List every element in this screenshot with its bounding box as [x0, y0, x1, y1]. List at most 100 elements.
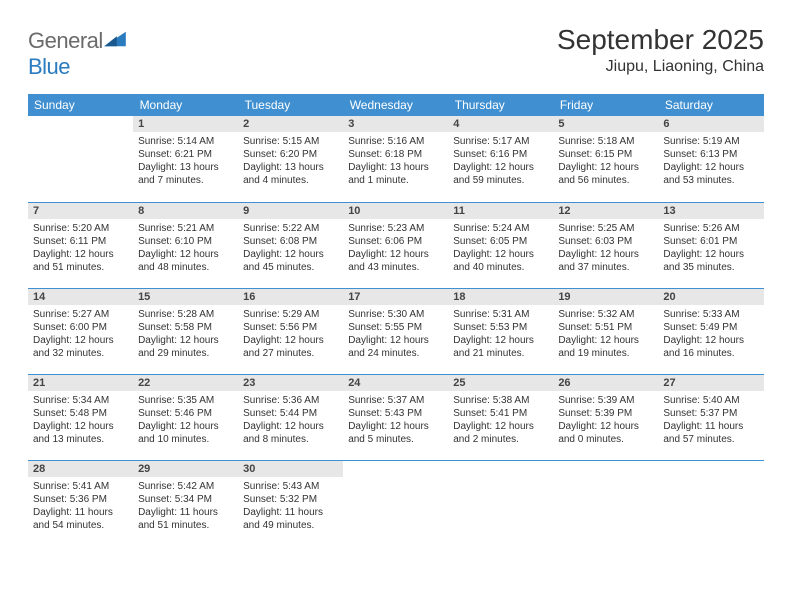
- location-text: Jiupu, Liaoning, China: [557, 58, 764, 76]
- sunset-line: Sunset: 5:53 PM: [453, 321, 548, 334]
- daylight-line: Daylight: 11 hours and 57 minutes.: [663, 420, 758, 446]
- day-number: 13: [658, 203, 763, 219]
- day-body: Sunrise: 5:40 AMSunset: 5:37 PMDaylight:…: [658, 391, 763, 450]
- day-body: Sunrise: 5:18 AMSunset: 6:15 PMDaylight:…: [553, 132, 658, 191]
- sunset-line: Sunset: 6:05 PM: [453, 235, 548, 248]
- daylight-line: Daylight: 12 hours and 10 minutes.: [138, 420, 233, 446]
- sunrise-line: Sunrise: 5:18 AM: [558, 135, 653, 148]
- calendar-header-row: SundayMondayTuesdayWednesdayThursdayFrid…: [28, 94, 764, 116]
- daylight-line: Daylight: 12 hours and 5 minutes.: [348, 420, 443, 446]
- daylight-line: Daylight: 12 hours and 40 minutes.: [453, 248, 548, 274]
- day-body: Sunrise: 5:42 AMSunset: 5:34 PMDaylight:…: [133, 477, 238, 536]
- calendar-week-row: 14Sunrise: 5:27 AMSunset: 6:00 PMDayligh…: [28, 288, 764, 374]
- sunrise-line: Sunrise: 5:17 AM: [453, 135, 548, 148]
- sunset-line: Sunset: 5:49 PM: [663, 321, 758, 334]
- sunset-line: Sunset: 5:46 PM: [138, 407, 233, 420]
- sunrise-line: Sunrise: 5:23 AM: [348, 222, 443, 235]
- day-number: 30: [238, 461, 343, 477]
- day-number: 17: [343, 289, 448, 305]
- day-body: Sunrise: 5:37 AMSunset: 5:43 PMDaylight:…: [343, 391, 448, 450]
- day-body: Sunrise: 5:29 AMSunset: 5:56 PMDaylight:…: [238, 305, 343, 364]
- weekday-header: Saturday: [658, 94, 763, 116]
- sunset-line: Sunset: 5:39 PM: [558, 407, 653, 420]
- day-number: 26: [553, 375, 658, 391]
- day-body: Sunrise: 5:43 AMSunset: 5:32 PMDaylight:…: [238, 477, 343, 536]
- sunrise-line: Sunrise: 5:43 AM: [243, 480, 338, 493]
- sunset-line: Sunset: 6:11 PM: [33, 235, 128, 248]
- weekday-header: Tuesday: [238, 94, 343, 116]
- calendar-day-cell: 28Sunrise: 5:41 AMSunset: 5:36 PMDayligh…: [28, 460, 133, 546]
- day-number: 9: [238, 203, 343, 219]
- day-body: Sunrise: 5:14 AMSunset: 6:21 PMDaylight:…: [133, 132, 238, 191]
- daylight-line: Daylight: 11 hours and 49 minutes.: [243, 506, 338, 532]
- day-body: Sunrise: 5:15 AMSunset: 6:20 PMDaylight:…: [238, 132, 343, 191]
- daylight-line: Daylight: 12 hours and 37 minutes.: [558, 248, 653, 274]
- calendar-day-cell: [343, 460, 448, 546]
- daylight-line: Daylight: 13 hours and 4 minutes.: [243, 161, 338, 187]
- calendar-day-cell: [553, 460, 658, 546]
- sunrise-line: Sunrise: 5:19 AM: [663, 135, 758, 148]
- calendar-body: 1Sunrise: 5:14 AMSunset: 6:21 PMDaylight…: [28, 116, 764, 546]
- daylight-line: Daylight: 12 hours and 21 minutes.: [453, 334, 548, 360]
- day-number: 12: [553, 203, 658, 219]
- daylight-line: Daylight: 12 hours and 51 minutes.: [33, 248, 128, 274]
- daylight-line: Daylight: 12 hours and 45 minutes.: [243, 248, 338, 274]
- sunset-line: Sunset: 6:10 PM: [138, 235, 233, 248]
- calendar-day-cell: 10Sunrise: 5:23 AMSunset: 6:06 PMDayligh…: [343, 202, 448, 288]
- daylight-line: Daylight: 12 hours and 2 minutes.: [453, 420, 548, 446]
- sunrise-line: Sunrise: 5:36 AM: [243, 394, 338, 407]
- day-body: Sunrise: 5:33 AMSunset: 5:49 PMDaylight:…: [658, 305, 763, 364]
- sunset-line: Sunset: 5:37 PM: [663, 407, 758, 420]
- calendar-day-cell: 23Sunrise: 5:36 AMSunset: 5:44 PMDayligh…: [238, 374, 343, 460]
- day-body: Sunrise: 5:19 AMSunset: 6:13 PMDaylight:…: [658, 132, 763, 191]
- calendar-week-row: 7Sunrise: 5:20 AMSunset: 6:11 PMDaylight…: [28, 202, 764, 288]
- day-number: 25: [448, 375, 553, 391]
- day-body: Sunrise: 5:17 AMSunset: 6:16 PMDaylight:…: [448, 132, 553, 191]
- calendar-week-row: 1Sunrise: 5:14 AMSunset: 6:21 PMDaylight…: [28, 116, 764, 202]
- brand-logo: General Blue: [28, 24, 126, 80]
- daylight-line: Daylight: 11 hours and 51 minutes.: [138, 506, 233, 532]
- day-number: 15: [133, 289, 238, 305]
- day-number: 23: [238, 375, 343, 391]
- day-number: 8: [133, 203, 238, 219]
- daylight-line: Daylight: 12 hours and 56 minutes.: [558, 161, 653, 187]
- day-body: Sunrise: 5:31 AMSunset: 5:53 PMDaylight:…: [448, 305, 553, 364]
- day-number: 2: [238, 116, 343, 132]
- day-number: 5: [553, 116, 658, 132]
- sunrise-line: Sunrise: 5:28 AM: [138, 308, 233, 321]
- daylight-line: Daylight: 12 hours and 29 minutes.: [138, 334, 233, 360]
- calendar-day-cell: 6Sunrise: 5:19 AMSunset: 6:13 PMDaylight…: [658, 116, 763, 202]
- sunset-line: Sunset: 5:51 PM: [558, 321, 653, 334]
- day-body: Sunrise: 5:27 AMSunset: 6:00 PMDaylight:…: [28, 305, 133, 364]
- sunset-line: Sunset: 5:56 PM: [243, 321, 338, 334]
- brand-triangle-icon: [104, 30, 126, 48]
- day-body: Sunrise: 5:36 AMSunset: 5:44 PMDaylight:…: [238, 391, 343, 450]
- daylight-line: Daylight: 12 hours and 24 minutes.: [348, 334, 443, 360]
- sunset-line: Sunset: 6:13 PM: [663, 148, 758, 161]
- calendar-day-cell: 26Sunrise: 5:39 AMSunset: 5:39 PMDayligh…: [553, 374, 658, 460]
- sunrise-line: Sunrise: 5:41 AM: [33, 480, 128, 493]
- calendar-day-cell: [448, 460, 553, 546]
- day-body: Sunrise: 5:38 AMSunset: 5:41 PMDaylight:…: [448, 391, 553, 450]
- calendar-day-cell: 21Sunrise: 5:34 AMSunset: 5:48 PMDayligh…: [28, 374, 133, 460]
- calendar-day-cell: 25Sunrise: 5:38 AMSunset: 5:41 PMDayligh…: [448, 374, 553, 460]
- sunset-line: Sunset: 6:21 PM: [138, 148, 233, 161]
- daylight-line: Daylight: 12 hours and 43 minutes.: [348, 248, 443, 274]
- daylight-line: Daylight: 12 hours and 0 minutes.: [558, 420, 653, 446]
- sunset-line: Sunset: 6:15 PM: [558, 148, 653, 161]
- sunrise-line: Sunrise: 5:34 AM: [33, 394, 128, 407]
- calendar-day-cell: 19Sunrise: 5:32 AMSunset: 5:51 PMDayligh…: [553, 288, 658, 374]
- sunset-line: Sunset: 6:16 PM: [453, 148, 548, 161]
- daylight-line: Daylight: 13 hours and 7 minutes.: [138, 161, 233, 187]
- daylight-line: Daylight: 13 hours and 1 minute.: [348, 161, 443, 187]
- day-number: 6: [658, 116, 763, 132]
- sunset-line: Sunset: 6:08 PM: [243, 235, 338, 248]
- calendar-day-cell: 13Sunrise: 5:26 AMSunset: 6:01 PMDayligh…: [658, 202, 763, 288]
- calendar-day-cell: 29Sunrise: 5:42 AMSunset: 5:34 PMDayligh…: [133, 460, 238, 546]
- calendar-day-cell: [658, 460, 763, 546]
- day-body: Sunrise: 5:34 AMSunset: 5:48 PMDaylight:…: [28, 391, 133, 450]
- sunset-line: Sunset: 5:32 PM: [243, 493, 338, 506]
- sunset-line: Sunset: 5:36 PM: [33, 493, 128, 506]
- sunrise-line: Sunrise: 5:42 AM: [138, 480, 233, 493]
- daylight-line: Daylight: 12 hours and 53 minutes.: [663, 161, 758, 187]
